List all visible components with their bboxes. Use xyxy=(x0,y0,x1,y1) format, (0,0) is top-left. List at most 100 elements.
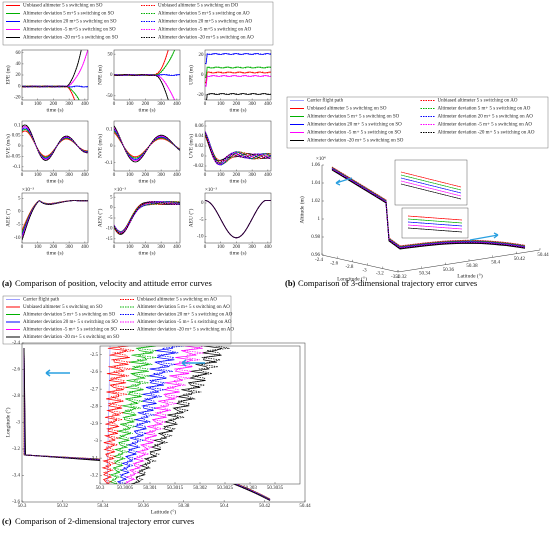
arrow xyxy=(335,177,353,186)
x-tick-label: 0 xyxy=(204,173,207,178)
y-tick-label: 60 xyxy=(16,51,22,56)
curve xyxy=(130,346,223,484)
legend-label: Altimeter deviation -5 m+ 5 s switching … xyxy=(23,328,117,333)
curve xyxy=(205,200,271,239)
curve xyxy=(114,128,180,160)
curve xyxy=(205,200,271,239)
x-tick-label: -2.4 xyxy=(315,258,323,263)
z-tick-label: 1.04 xyxy=(311,181,320,186)
y-tick-label: -20 xyxy=(14,95,21,100)
axis-exponent: ×10⁻³ xyxy=(205,187,217,193)
x-tick-label: 400 xyxy=(264,245,272,250)
x-tick-label: 200 xyxy=(142,173,150,178)
legend-label: Altimeter deviation 20 m+5 s switching o… xyxy=(23,20,117,25)
x-tick-label: -2.6 xyxy=(330,262,338,267)
y-tick-label: 0 xyxy=(110,73,113,78)
inset-y-tick-label: -2.5 xyxy=(90,353,98,358)
curve xyxy=(205,200,271,239)
inset-curves xyxy=(101,346,230,484)
caption: Comparison of position, velocity and att… xyxy=(15,278,212,288)
y-tick-label: 50 xyxy=(108,52,114,57)
z-tick-label: 0.98 xyxy=(311,235,320,240)
x-tick-label: 400 xyxy=(173,173,181,178)
curve xyxy=(407,227,463,233)
curve xyxy=(331,167,526,248)
x-tick-label: 200 xyxy=(233,173,241,178)
z-tick-label: 1.06 xyxy=(311,163,320,168)
y-tick-label: 50.44 xyxy=(537,253,549,258)
x-axis-label: time (s) xyxy=(230,106,247,113)
x-tick-label: 50.3 xyxy=(18,504,27,509)
curve xyxy=(205,135,271,162)
x-axis-label: time (s) xyxy=(47,106,64,113)
x-tick-label: 0 xyxy=(113,173,116,178)
y-tick-label: -5 xyxy=(199,218,204,223)
curve xyxy=(205,53,271,65)
inset-y-tick-label: -3.1 xyxy=(90,456,98,461)
y-tick-label: -10 xyxy=(14,236,21,241)
curve xyxy=(400,171,462,188)
y-tick-label: -10 xyxy=(197,234,204,239)
arrow xyxy=(181,359,205,367)
curve xyxy=(114,201,180,232)
z-tick-label: 0.96 xyxy=(311,253,320,258)
curve xyxy=(400,177,462,194)
x-tick-label: 300 xyxy=(157,102,165,107)
curve xyxy=(117,346,176,484)
x-tick-label: 300 xyxy=(65,173,73,178)
legend-label: Altimeter deviation 20 m+ 5 s switching … xyxy=(438,115,534,120)
curve xyxy=(114,132,180,158)
curve xyxy=(111,346,157,484)
x-tick-label: 0 xyxy=(113,245,116,250)
x-axis-label: Longitude (°) xyxy=(337,275,367,282)
x-tick-label: 300 xyxy=(157,173,165,178)
x-tick-label: 300 xyxy=(65,245,73,250)
curve xyxy=(205,75,271,87)
curve xyxy=(114,74,169,100)
x-tick-label: 100 xyxy=(126,102,134,107)
curve xyxy=(101,346,130,484)
curve xyxy=(114,201,180,233)
y-axis-label: NVE (m/s) xyxy=(96,134,103,158)
x-axis-label: Latitude (°) xyxy=(151,508,177,515)
legend-box xyxy=(2,295,232,345)
x-tick-label: 400 xyxy=(81,102,89,107)
y-tick-label: -20 xyxy=(197,93,204,98)
curve xyxy=(331,169,526,249)
curve xyxy=(205,200,271,239)
inset-y-tick-label: -3 xyxy=(94,439,99,444)
curve xyxy=(114,125,180,163)
x-axis-label: time (s) xyxy=(139,249,156,256)
legend-label: Altimeter deviation 5 m+ 5 s switching o… xyxy=(23,313,116,318)
caption: Comparison of 2-dimensional trajectory e… xyxy=(15,516,194,526)
y-tick-label: -0.1 xyxy=(13,165,21,170)
x-axis-label: time (s) xyxy=(47,177,64,184)
y-tick-label: -3.4 xyxy=(12,474,20,479)
y-tick-label: 40 xyxy=(16,62,22,67)
curve xyxy=(205,130,271,166)
curve xyxy=(407,215,463,221)
y-axis-label: AEE (") xyxy=(4,209,11,227)
inset-x-tick-label: 50.301 xyxy=(143,486,157,491)
legend-label: Altimeter deviation 20 m+ 5 s switching … xyxy=(23,320,118,325)
legend-label: Carrier flight path xyxy=(307,99,344,104)
x-tick-label: 200 xyxy=(142,245,150,250)
inset-y-tick-label: -2.7 xyxy=(90,387,98,392)
legend-box xyxy=(2,1,274,46)
curve xyxy=(22,127,88,159)
legend-label: Altimeter deviation -20 m+ 5 s switching… xyxy=(438,131,535,136)
x-tick-label: 200 xyxy=(50,173,58,178)
x-tick-label: 200 xyxy=(50,245,58,250)
legend-label: Altimeter deviation -20 m+ 5 s switching… xyxy=(23,335,120,340)
caption-label: (c) xyxy=(2,516,12,526)
x-tick-label: 100 xyxy=(217,102,225,107)
x-tick-label: 50.34 xyxy=(97,504,109,509)
curve xyxy=(331,167,526,248)
curve xyxy=(114,201,180,234)
x-tick-label: 300 xyxy=(248,245,256,250)
x-tick-label: 0 xyxy=(204,245,207,250)
inset-bg xyxy=(100,346,300,484)
x-tick-label: 100 xyxy=(34,102,42,107)
legend-label: Unbiased altimeter 5 s switching on AO xyxy=(438,99,518,104)
curve xyxy=(407,218,463,224)
